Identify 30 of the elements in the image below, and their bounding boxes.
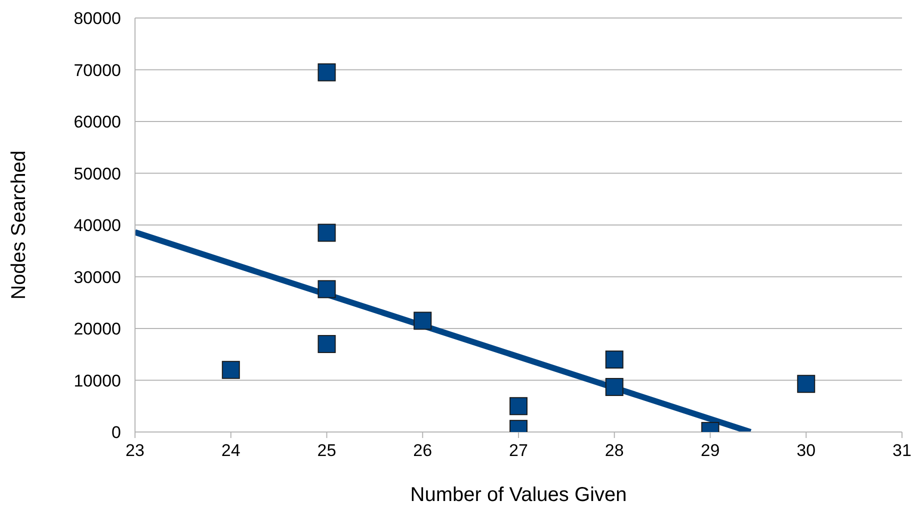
- x-tick-label: 23: [126, 441, 144, 460]
- y-tick-label: 40000: [74, 216, 121, 236]
- y-tick-label: 50000: [74, 164, 121, 184]
- y-tick-label: 20000: [74, 320, 121, 339]
- x-tick-label: 29: [700, 441, 720, 460]
- y-tick-label: 80000: [74, 9, 121, 28]
- x-tick-label: 31: [892, 441, 912, 460]
- x-tick-label: 26: [413, 441, 432, 460]
- point: [318, 280, 336, 298]
- point: [414, 312, 432, 330]
- point: [318, 335, 336, 354]
- x-tick-label: 25: [317, 441, 336, 460]
- y-axis-title: Nodes Searched: [8, 150, 30, 300]
- y-tick-label: 10000: [74, 371, 121, 390]
- x-tick-label: 27: [509, 441, 528, 460]
- point: [318, 224, 336, 242]
- point: [605, 378, 624, 396]
- point: [605, 350, 624, 369]
- point: [510, 397, 528, 416]
- x-tick-label: 24: [221, 441, 240, 460]
- point: [318, 63, 336, 82]
- point: [222, 360, 240, 379]
- y-tick-label: 30000: [74, 268, 121, 287]
- y-tick-label: 60000: [74, 112, 121, 132]
- y-tick-label: 0: [112, 423, 121, 442]
- y-tick-label: 70000: [74, 60, 121, 80]
- x-tick-label: 30: [796, 441, 816, 460]
- point: [797, 374, 816, 393]
- x-tick-label: 28: [604, 441, 624, 460]
- x-axis-title: Number of Values Given: [410, 484, 627, 506]
